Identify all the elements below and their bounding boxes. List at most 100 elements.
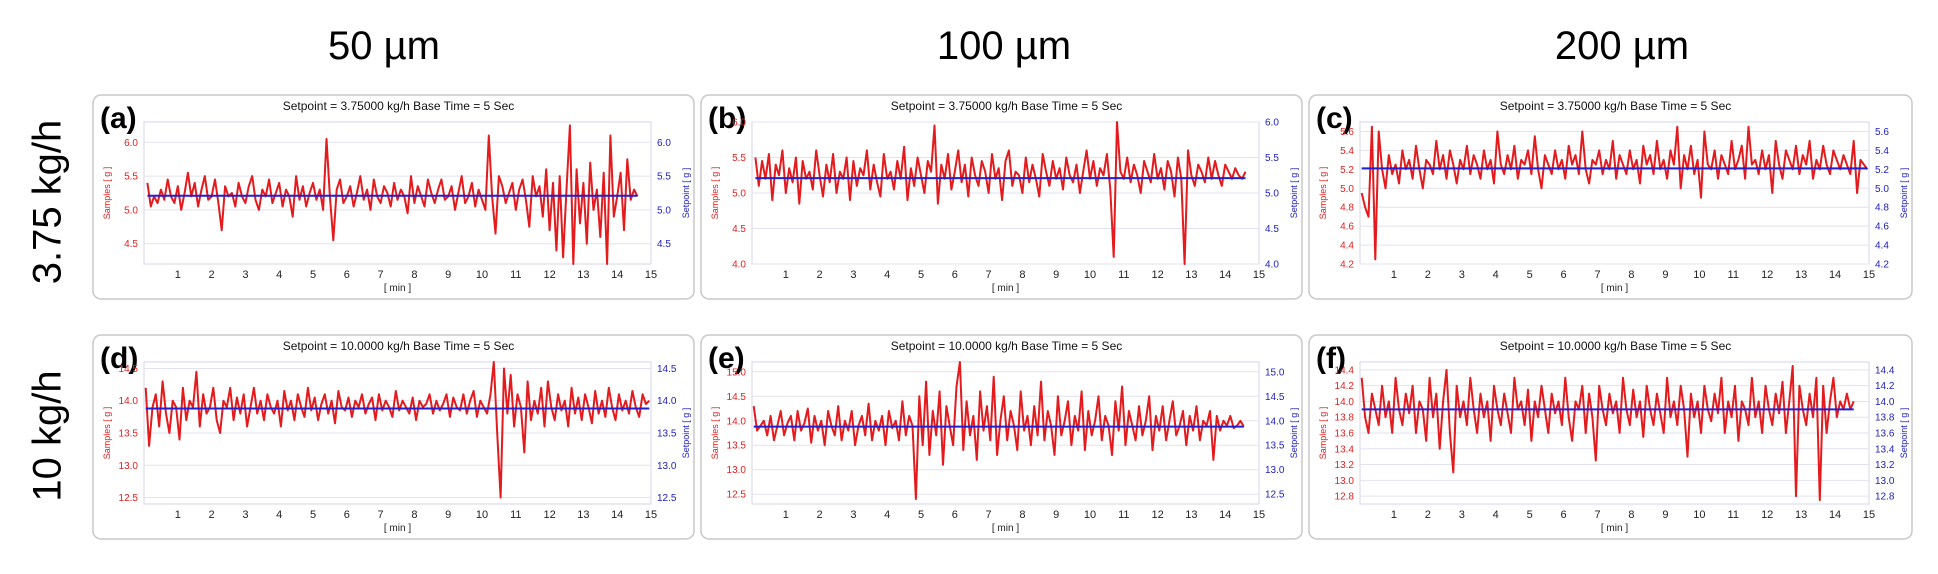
x-tick-label: 15 [1253,509,1265,521]
y-tick-label-right: 13.0 [657,461,677,472]
x-tick-label: 7 [986,269,992,281]
x-tick-label: 15 [1253,269,1265,281]
y-tick-label-left: 13.5 [119,429,139,440]
y-tick-label-right: 4.2 [1875,260,1889,271]
x-tick-label: 2 [1425,509,1431,521]
x-tick-label: 3 [1459,269,1465,281]
x-tick-label: 12 [543,509,555,521]
y-tick-label-left: 4.5 [732,224,746,235]
x-tick-label: 1 [1391,509,1397,521]
y-tick-label-left: 12.5 [727,490,747,501]
y-tick-label-left: 14.4 [1335,365,1355,376]
chart-panel-c: Setpoint = 3.75000 kg/h Base Time = 5 Se… [1308,94,1913,300]
y-axis-label-right: Setpoint [ g ] [1289,408,1299,459]
samples-series-line [1360,125,1869,261]
x-tick-label: 13 [1185,269,1197,281]
row-header-3-75-kgh: 3.75 kg/h [25,119,70,285]
samples-series-line [144,361,650,499]
x-tick-label: 6 [952,269,958,281]
x-tick-label: 5 [310,509,316,521]
x-tick-label: 7 [986,509,992,521]
y-tick-label-right: 6.0 [657,138,671,149]
x-axis-label: [ min ] [992,523,1019,534]
y-tick-label-left: 14.0 [119,396,139,407]
x-tick-label: 1 [783,509,789,521]
x-tick-label: 11 [1118,509,1129,521]
x-tick-label: 7 [1594,509,1600,521]
panel-label: (a) [100,102,137,135]
y-tick-label-left: 4.2 [1340,260,1354,271]
panel-label: (b) [708,102,746,135]
y-tick-label-right: 12.5 [657,493,677,504]
x-tick-label: 3 [242,509,248,521]
y-tick-label-left: 13.0 [119,461,139,472]
x-tick-label: 15 [645,269,657,281]
x-tick-label: 7 [378,509,384,521]
x-tick-label: 5 [918,269,924,281]
x-tick-label: 3 [850,269,856,281]
y-tick-label-right: 13.2 [1875,460,1895,471]
plot-area [751,361,1260,505]
y-tick-label-left: 4.5 [124,239,138,250]
x-tick-label: 12 [1761,269,1773,281]
x-tick-label: 2 [209,509,215,521]
y-tick-label-left: 13.2 [1335,460,1355,471]
x-tick-label: 3 [242,269,248,281]
x-tick-label: 9 [1053,509,1059,521]
y-tick-label-left: 6.0 [732,118,746,129]
x-tick-label: 6 [344,509,350,521]
y-axis-label-right: Setpoint [ g ] [1899,408,1909,459]
chart-panel-a: Setpoint = 3.75000 kg/h Base Time = 5 Se… [92,94,695,300]
y-tick-label-left: 5.0 [1340,184,1354,195]
chart-title: Setpoint = 3.75000 kg/h Base Time = 5 Se… [283,99,515,113]
y-tick-label-right: 5.6 [1875,127,1889,138]
chart-title: Setpoint = 10.0000 kg/h Base Time = 5 Se… [891,339,1123,353]
x-tick-label: 10 [476,269,488,281]
x-tick-label: 8 [1019,269,1025,281]
x-tick-label: 4 [1493,509,1499,521]
x-tick-label: 15 [645,509,657,521]
y-tick-label-left: 5.0 [732,189,746,200]
x-tick-label: 8 [411,509,417,521]
x-tick-label: 5 [918,509,924,521]
x-tick-label: 7 [1594,269,1600,281]
y-tick-label-right: 13.4 [1875,444,1895,455]
y-tick-label-right: 6.0 [1265,118,1279,129]
x-tick-label: 3 [850,509,856,521]
x-tick-label: 9 [1662,509,1668,521]
y-axis-label-left: Samples [ g ] [1318,167,1328,220]
y-tick-label-left: 14.5 [727,392,747,403]
samples-series-line [754,121,1247,265]
x-tick-label: 5 [310,269,316,281]
x-tick-label: 1 [175,509,181,521]
x-tick-label: 4 [884,269,890,281]
x-tick-label: 10 [476,509,488,521]
y-tick-label-right: 13.0 [1875,476,1895,487]
x-axis-label: [ min ] [384,283,411,294]
y-tick-label-right: 14.2 [1875,381,1895,392]
y-axis-label-left: Samples [ g ] [1318,407,1328,460]
x-tick-label: 1 [783,269,789,281]
y-tick-label-right: 14.0 [1875,397,1895,408]
y-tick-label-left: 13.5 [727,441,747,452]
x-tick-label: 8 [1628,509,1634,521]
x-tick-label: 14 [1829,509,1841,521]
y-axis-label-left: Samples [ g ] [102,407,112,460]
x-tick-label: 14 [1219,509,1231,521]
x-tick-label: 8 [1628,269,1634,281]
x-tick-label: 15 [1863,269,1875,281]
y-tick-label-left: 13.8 [1335,413,1355,424]
y-tick-label-left: 13.0 [1335,476,1355,487]
x-tick-label: 6 [344,269,350,281]
chart-panel-b: Setpoint = 3.75000 kg/h Base Time = 5 Se… [700,94,1303,300]
x-tick-label: 14 [611,509,623,521]
y-tick-label-right: 4.5 [657,239,671,250]
y-tick-label-right: 13.5 [657,429,677,440]
y-tick-label-right: 5.0 [657,205,671,216]
chart-title: Setpoint = 3.75000 kg/h Base Time = 5 Se… [1500,99,1732,113]
y-tick-label-left: 6.0 [124,138,138,149]
x-tick-label: 10 [1084,509,1096,521]
x-tick-label: 13 [1795,269,1807,281]
x-tick-label: 2 [817,269,823,281]
panel-label: (c) [1316,102,1353,135]
